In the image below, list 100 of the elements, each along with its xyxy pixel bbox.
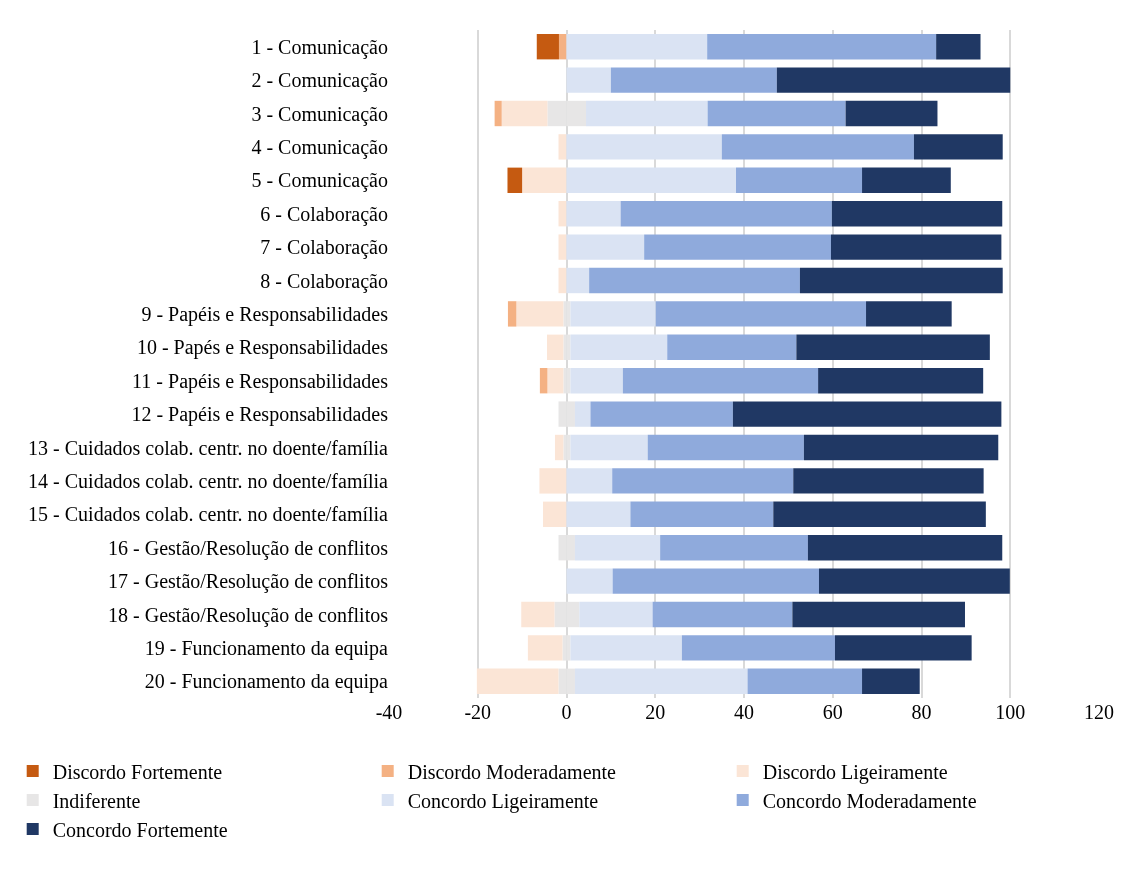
y-tick-label: 7 - Colaboração: [260, 236, 388, 260]
bar: [558, 234, 567, 260]
bar: [612, 468, 794, 494]
bar: [558, 267, 567, 294]
y-tick-label: 2 - Comunicação: [251, 69, 388, 93]
legend-label: Discordo Moderadamente: [407, 760, 617, 783]
y-tick-label: 14 - Cuidados colab. centr. no doente/família: [28, 469, 389, 492]
bar: [803, 434, 999, 461]
bar: [610, 67, 777, 93]
x-tick-label: 60: [822, 701, 843, 723]
x-tick-label: 0: [561, 701, 572, 723]
legend-label: Concordo Ligeiramente: [407, 789, 599, 813]
bar: [566, 501, 631, 527]
x-tick-label: 120: [1084, 701, 1114, 723]
bar: [834, 635, 972, 661]
bar: [494, 100, 502, 127]
bar: [521, 601, 555, 628]
bar: [566, 34, 708, 60]
y-tick-label: 9 - Papéis e Responsabilidades: [141, 302, 389, 326]
bar: [546, 334, 564, 360]
x-tick-label: 100: [995, 701, 1026, 723]
y-tick-label: 8 - Colaboração: [260, 269, 388, 293]
bar: [866, 301, 952, 327]
bar: [681, 635, 835, 661]
legend-label: Concordo Fortemente: [52, 818, 228, 841]
y-tick-label: 13 - Cuidados colab. centr. no doente/família: [28, 436, 389, 459]
bar: [590, 401, 733, 427]
bar: [566, 267, 590, 294]
bar: [570, 334, 668, 360]
bar: [707, 100, 846, 127]
legend-label: Discordo Fortemente: [52, 760, 223, 783]
x-tick-label: 40: [734, 701, 754, 723]
bar: [589, 267, 800, 294]
y-tick-label: 4 - Comunicação: [251, 135, 388, 159]
y-tick-label: 20 - Funcionamento da equipa: [144, 670, 389, 694]
bar: [913, 134, 1003, 160]
y-tick-label: 5 - Comunicação: [251, 169, 388, 193]
bar: [644, 234, 831, 260]
bar: [501, 100, 548, 127]
y-tick-label: 15 - Cuidados colab. centr. no doente/família: [28, 503, 389, 526]
bar: [736, 167, 863, 193]
bar: [539, 468, 567, 494]
bar: [862, 668, 920, 694]
bar: [476, 668, 559, 694]
bar: [570, 635, 682, 661]
bar: [566, 568, 613, 594]
legend-label: Indiferente: [52, 789, 141, 812]
bar: [652, 601, 793, 628]
bar: [830, 234, 1002, 260]
bar: [655, 301, 867, 327]
y-tick-label: 17 - Gestão/Resolução de conflitos: [108, 570, 389, 594]
bar: [566, 167, 737, 193]
bar: [936, 34, 981, 60]
bar: [539, 368, 548, 394]
y-tick-label: 11 - Papéis e Responsabilidades: [132, 369, 389, 393]
bar: [612, 568, 819, 594]
y-tick-label: 10 - Papés e Responsabilidades: [136, 336, 389, 360]
bar: [570, 368, 623, 394]
bar: [542, 501, 567, 527]
bar: [792, 601, 965, 628]
bar: [507, 301, 517, 327]
bar: [566, 234, 645, 260]
bar: [507, 167, 523, 193]
bar: [776, 67, 1011, 93]
bar: [570, 301, 656, 327]
y-tick-label: 19 - Funcionamento da equipa: [144, 636, 389, 660]
bar: [622, 368, 819, 394]
y-tick-label: 16 - Gestão/Resolução de conflitos: [108, 536, 389, 560]
bar: [796, 334, 990, 360]
bar: [536, 34, 559, 60]
bar: [831, 201, 1003, 227]
bar: [707, 34, 937, 60]
bar: [747, 668, 863, 694]
x-tick-label: -40: [375, 701, 403, 723]
bar: [558, 34, 567, 60]
bar: [732, 401, 1002, 427]
bar: [516, 301, 564, 327]
y-tick-label: 18 - Gestão/Resolução de conflitos: [108, 603, 389, 627]
bar: [818, 568, 1010, 594]
bar: [554, 434, 564, 461]
bar: [558, 134, 567, 160]
bar: [558, 201, 567, 227]
legend-label: Concordo Moderadamente: [762, 789, 977, 812]
bar: [807, 535, 1003, 561]
bar: [647, 434, 804, 461]
bar: [566, 201, 621, 227]
bar: [562, 635, 567, 661]
bar: [527, 635, 563, 661]
bar: [818, 368, 984, 394]
bar: [721, 134, 914, 160]
y-tick-label: 12 - Papéis e Responsabilidades: [131, 403, 389, 427]
y-tick-label: 6 - Colaboração: [260, 202, 388, 226]
bar: [630, 501, 774, 527]
x-tick-label: 80: [911, 701, 932, 723]
x-tick-label: -20: [464, 701, 492, 723]
bar: [862, 167, 951, 193]
bar: [579, 601, 653, 628]
bar: [773, 501, 986, 527]
bar: [566, 67, 611, 93]
bar: [845, 100, 938, 127]
